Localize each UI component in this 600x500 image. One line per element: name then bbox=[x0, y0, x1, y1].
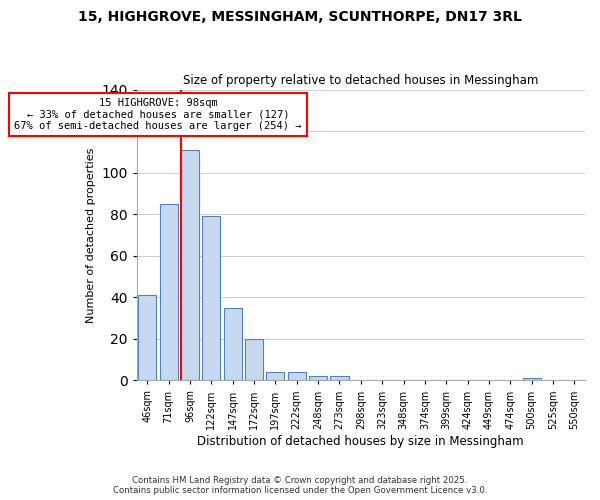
Bar bbox=[309, 376, 327, 380]
Bar bbox=[287, 372, 306, 380]
Bar bbox=[523, 378, 541, 380]
Text: 15, HIGHGROVE, MESSINGHAM, SCUNTHORPE, DN17 3RL: 15, HIGHGROVE, MESSINGHAM, SCUNTHORPE, D… bbox=[78, 10, 522, 24]
Bar bbox=[202, 216, 220, 380]
X-axis label: Distribution of detached houses by size in Messingham: Distribution of detached houses by size … bbox=[197, 434, 524, 448]
Text: 15 HIGHGROVE: 98sqm
← 33% of detached houses are smaller (127)
67% of semi-detac: 15 HIGHGROVE: 98sqm ← 33% of detached ho… bbox=[14, 98, 302, 131]
Bar bbox=[138, 295, 157, 380]
Text: Contains HM Land Registry data © Crown copyright and database right 2025.
Contai: Contains HM Land Registry data © Crown c… bbox=[113, 476, 487, 495]
Bar bbox=[181, 150, 199, 380]
Bar bbox=[331, 376, 349, 380]
Title: Size of property relative to detached houses in Messingham: Size of property relative to detached ho… bbox=[183, 74, 538, 87]
Bar bbox=[245, 339, 263, 380]
Bar bbox=[266, 372, 284, 380]
Bar bbox=[224, 308, 242, 380]
Bar bbox=[160, 204, 178, 380]
Y-axis label: Number of detached properties: Number of detached properties bbox=[86, 148, 95, 322]
